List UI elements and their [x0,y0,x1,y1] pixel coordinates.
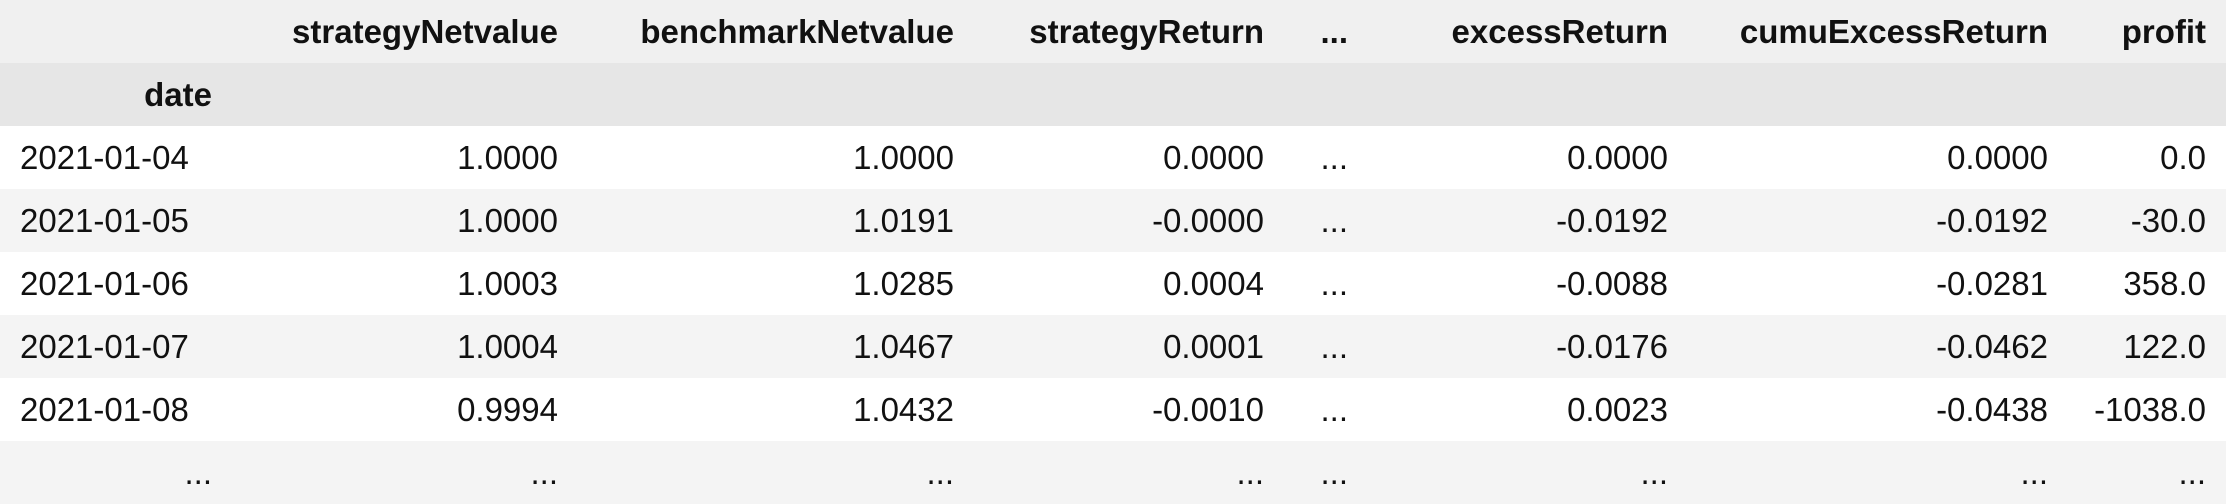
column-header: cumuExcessReturn [1739,12,2048,50]
index-name-row: date [0,63,2226,126]
index-name-header: date [144,75,212,113]
row-index-cell: 2021-01-04 [20,138,189,176]
table-cell: ... [530,453,558,491]
table-cell: 0.0000 [1947,138,2048,176]
table-cell: -0.0176 [1556,327,1668,365]
column-header: excessReturn [1451,12,1668,50]
table-cell: 1.0285 [853,264,954,302]
table-cell: 0.0001 [1163,327,1264,365]
table-cell: 0.9994 [457,390,558,428]
table-cell: 1.0191 [853,201,954,239]
table-row: 2021-01-05 1.0000 1.0191 -0.0000... -0.0192 -… [0,189,2226,252]
index-corner-cell [0,0,232,63]
row-index-cell: 2021-01-06 [20,264,189,302]
table-cell: 0.0000 [1163,138,1264,176]
table-row: 2021-01-06 1.0003 1.0285 0.0004... -0.0088 -0… [0,252,2226,315]
table-cell: ... [926,453,954,491]
table-row: ........................ [0,441,2226,504]
table-cell: ... [2020,453,2048,491]
row-index-cell: ... [184,453,212,491]
table-cell: -0.0088 [1556,264,1668,302]
table-cell: -0.0000 [1152,201,1264,239]
table-cell: ... [1320,264,1348,302]
table-cell: 1.0000 [457,201,558,239]
column-header: profit [2121,12,2206,50]
table-cell: ... [1320,390,1348,428]
table-row: 2021-01-04 1.0000 1.0000 0.0000... 0.0000 0.0… [0,126,2226,189]
table-cell: -0.0192 [1936,201,2048,239]
table-body: 2021-01-04 1.0000 1.0000 0.0000... 0.0000 0.0… [0,126,2226,504]
table-cell: 1.0000 [457,138,558,176]
table-cell: ... [1236,453,1264,491]
table-cell: 122.0 [2123,327,2206,365]
row-index-cell: 2021-01-07 [20,327,189,365]
table-cell: 0.0 [2160,138,2206,176]
table-cell: -0.0462 [1936,327,2048,365]
table-cell: ... [1320,201,1348,239]
table-cell: -1038.0 [2094,390,2206,428]
table-cell: ... [1320,138,1348,176]
table-cell: 1.0003 [457,264,558,302]
column-header: strategyReturn [1029,12,1264,50]
table-cell: -30.0 [2130,201,2206,239]
table-cell: -0.0438 [1936,390,2048,428]
table-row: 2021-01-08 0.9994 1.0432 -0.0010... 0.0023 -0… [0,378,2226,441]
column-header-ellipsis: ... [1320,12,1348,50]
column-header: benchmarkNetvalue [640,12,954,50]
table-cell: 1.0432 [853,390,954,428]
table-cell: 1.0467 [853,327,954,365]
table-cell: 358.0 [2123,264,2206,302]
table-cell: 0.0000 [1567,138,1668,176]
table-cell: 0.0023 [1567,390,1668,428]
table-cell: ... [1640,453,1668,491]
table-cell: 1.0004 [457,327,558,365]
table-cell: -0.0281 [1936,264,2048,302]
table-row: 2021-01-07 1.0004 1.0467 0.0001... -0.0176 -0… [0,315,2226,378]
row-index-cell: 2021-01-08 [20,390,189,428]
table-cell: -0.0010 [1152,390,1264,428]
table-cell: ... [2178,453,2206,491]
table-cell: ... [1320,453,1348,491]
column-header: strategyNetvalue [292,12,558,50]
table-cell: -0.0192 [1556,201,1668,239]
table-cell: 0.0004 [1163,264,1264,302]
column-header-row: strategyNetvalue benchmarkNetvalue strat… [0,0,2226,63]
table-cell: 1.0000 [853,138,954,176]
row-index-cell: 2021-01-05 [20,201,189,239]
table-cell: ... [1320,327,1348,365]
